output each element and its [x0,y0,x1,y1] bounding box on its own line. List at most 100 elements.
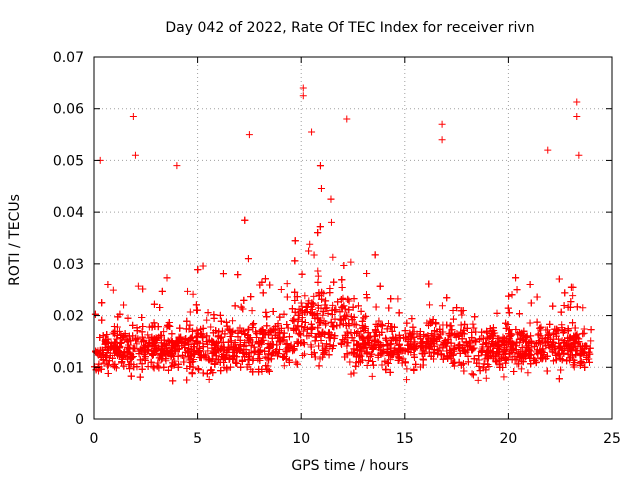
data-point [310,292,318,300]
data-point [224,325,232,333]
data-point [515,349,523,357]
data-point [144,331,152,339]
data-point [385,304,393,312]
data-point [510,367,518,375]
data-point [277,285,285,293]
data-point [487,349,495,357]
data-point [569,292,577,300]
data-point [504,320,512,328]
data-point [586,358,594,366]
data-point [480,360,488,368]
data-point [198,330,206,338]
data-point [189,290,197,298]
data-point [384,320,392,328]
data-point [301,292,309,300]
data-point [137,345,145,353]
data-point [183,365,191,373]
data-point [139,285,147,293]
data-point [426,301,434,309]
data-point [280,310,288,318]
data-point [341,337,349,345]
data-point [276,338,284,346]
data-point [488,327,496,335]
data-point [175,360,183,368]
data-point [324,310,332,318]
data-point [457,361,465,369]
data-point [500,341,508,349]
data-point [136,373,144,381]
data-point [412,360,420,368]
data-point [527,299,535,307]
data-point [124,314,132,322]
data-point [429,316,437,324]
data-point [288,305,296,313]
data-point [338,304,346,312]
data-point [150,364,158,372]
data-point [110,363,118,371]
data-point [109,361,117,369]
data-point [271,325,279,333]
data-point [307,324,315,332]
data-point [227,363,235,371]
data-point [263,313,271,321]
data-point [303,308,311,316]
data-point [310,349,318,357]
data-point [255,368,263,376]
data-point [557,308,565,316]
data-point [505,309,513,317]
data-point [398,359,406,367]
data-point [344,295,352,303]
data-point [508,356,516,364]
data-point [250,320,258,328]
data-point [300,327,308,335]
data-point [425,348,433,356]
data-point [182,325,190,333]
data-point [113,323,121,331]
data-point [279,333,287,341]
data-point [299,352,307,360]
data-point [492,358,500,366]
data-point [419,345,427,353]
data-point [326,284,334,292]
data-point [345,320,353,328]
data-point [274,320,282,328]
data-point [225,355,233,363]
data-point [316,355,324,363]
grid-lines [94,57,612,419]
data-point [350,369,358,377]
data-point [171,361,179,369]
data-point [252,328,260,336]
data-point [209,348,217,356]
data-point [113,335,121,343]
data-point [369,344,377,352]
data-point [476,367,484,375]
data-point [245,334,253,342]
data-point [319,308,327,316]
data-point [468,346,476,354]
data-point [110,349,118,357]
data-point [104,362,112,370]
data-point [297,339,305,347]
data-point [295,305,303,313]
data-point [258,278,266,286]
data-point [543,367,551,375]
data-point [199,369,207,377]
data-point [579,330,587,338]
data-point [340,262,348,270]
data-point [403,365,411,373]
data-point [197,353,205,361]
data-point [343,342,351,350]
data-point [577,358,585,366]
data-point [134,282,142,290]
data-point [434,333,442,341]
data-point [517,365,525,373]
data-point [557,366,565,374]
data-point [259,289,267,297]
data-point [233,360,241,368]
data-point [257,327,265,335]
data-point [303,332,311,340]
data-point [311,337,319,345]
data-point [524,369,532,377]
data-point [375,341,383,349]
data-point [576,359,584,367]
